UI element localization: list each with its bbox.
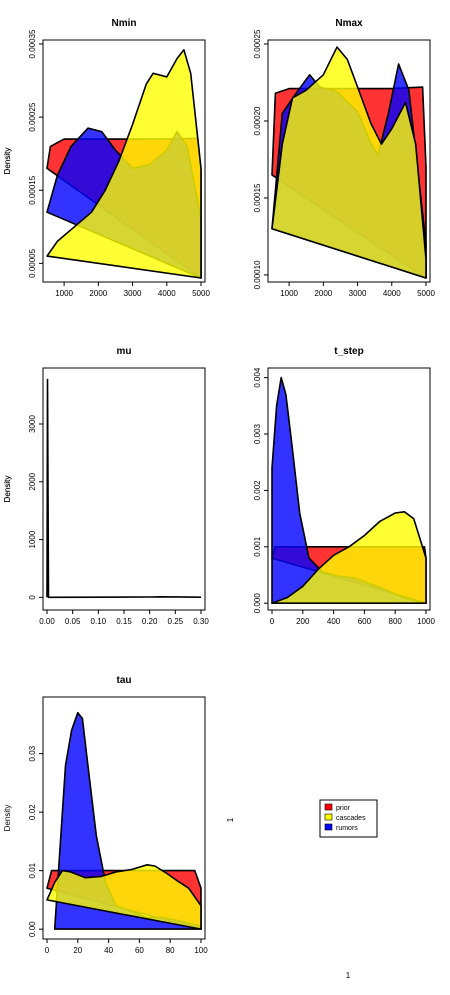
x-tick-label: 2000	[89, 289, 107, 298]
y-tick-label: 0.001	[253, 536, 262, 557]
y-tick-label: 0.00025	[253, 29, 262, 58]
x-tick-label: 600	[358, 617, 372, 626]
panel-tau: tau 0 20 40 60 80 100 0.00 0.01 0.02 0.03 Density	[3, 675, 208, 955]
x-tick-label: 4000	[383, 289, 401, 298]
y-tick-label: 0.002	[253, 480, 262, 501]
y-tick-label: 0	[28, 595, 37, 600]
x-tick-label: 0.30	[193, 617, 209, 626]
plot-title: tau	[117, 675, 132, 686]
plot-frame	[42, 696, 206, 940]
x-tick-label: 60	[135, 946, 144, 955]
x-tick-label: 0	[45, 946, 50, 955]
x-tick-label: 80	[166, 946, 175, 955]
plot-area	[46, 711, 202, 930]
x-tick-label: 0.25	[168, 617, 184, 626]
y-axis-label: Density	[3, 805, 12, 832]
x-tick-label: 1000	[417, 617, 435, 626]
y-tick-label: 0.00	[28, 921, 37, 937]
x-tick-label: 800	[389, 617, 403, 626]
density-cascades	[271, 46, 427, 279]
y-tick-label: 0.00025	[28, 102, 37, 131]
legend-label-cascades: cascades	[336, 815, 366, 822]
y-axis-label: Density	[3, 148, 12, 175]
y-tick-label: 0.004	[253, 367, 262, 388]
plot-frame	[267, 367, 431, 611]
x-tick-label: 200	[296, 617, 310, 626]
y-tick-label: 0.00020	[253, 106, 262, 135]
y-tick-label: 0.03	[28, 745, 37, 761]
plot-title: Nmin	[112, 18, 137, 29]
plot-frame	[42, 367, 206, 611]
panel-Nmin: Nmin 1000 2000 3000 4000 5000 0.00005 0.00015 0.…	[3, 18, 210, 298]
y-tick-label: 0.00005	[28, 248, 37, 277]
y-tick-label: 0.00035	[28, 29, 37, 58]
density-line-mu	[46, 378, 202, 599]
plot-area	[271, 376, 427, 605]
x-tick-label: 3000	[349, 289, 367, 298]
y-tick-label: 1000	[28, 530, 37, 548]
plot-title: Nmax	[335, 18, 363, 29]
x-tick-label: 0	[270, 617, 275, 626]
x-tick-label: 5000	[192, 289, 210, 298]
x-tick-label: 3000	[124, 289, 142, 298]
y-tick-label: 3000	[28, 415, 37, 433]
plot-frame	[42, 39, 206, 283]
x-tick-label: 0.10	[91, 617, 107, 626]
legend-label-rumors: rumors	[336, 825, 358, 832]
x-tick-label: 0.20	[142, 617, 158, 626]
density-cascades	[46, 863, 202, 930]
density-cascades	[271, 510, 427, 605]
y-tick-label: 0.000	[253, 593, 262, 614]
x-tick-label: 400	[327, 617, 341, 626]
x-tick-label: 0.00	[39, 617, 55, 626]
legend-y-axis-label: 1	[226, 817, 235, 822]
legend-swatch-cascades	[324, 813, 333, 821]
y-tick-label: 0.01	[28, 862, 37, 878]
panel-Nmax: Nmax 1000 2000 3000 4000 5000 0.00010 0.00015 0.…	[3, 18, 435, 298]
x-tick-label: 20	[73, 946, 82, 955]
x-tick-label: 1000	[280, 289, 298, 298]
plot-frame	[267, 39, 431, 283]
legend-label-prior: prior	[336, 805, 351, 812]
y-axis-label: Density	[3, 476, 12, 503]
x-tick-label: 4000	[158, 289, 176, 298]
legend-x-axis-label: 1	[346, 971, 351, 980]
y-tick-label: 0.00010	[253, 260, 262, 289]
x-tick-label: 40	[104, 946, 113, 955]
plot-title: mu	[117, 346, 132, 357]
x-tick-label: 2000	[314, 289, 332, 298]
legend-swatch-prior	[324, 803, 333, 811]
plot-area	[271, 46, 427, 279]
y-tick-label: 2000	[28, 472, 37, 490]
x-tick-label: 0.05	[65, 617, 81, 626]
plot-area	[46, 378, 202, 599]
legend-swatch-rumors	[324, 823, 333, 831]
x-tick-label: 1000	[55, 289, 73, 298]
plot-area	[46, 48, 202, 279]
x-tick-label: 100	[194, 946, 208, 955]
density-cascades	[46, 48, 202, 279]
x-tick-label: 0.15	[116, 617, 132, 626]
x-tick-label: 5000	[417, 289, 435, 298]
y-axis-label: Density	[3, 148, 12, 175]
y-axis-label: Density	[3, 476, 12, 503]
panel-mu: mu 0.00 0.05 0.10 0.15 0.20 0.25 0.30 0 1000 2000 3…	[3, 346, 209, 626]
y-tick-label: 0.00015	[28, 175, 37, 204]
legend-panel: prior cascades rumors 1 1	[226, 799, 378, 980]
y-tick-label: 0.00015	[253, 183, 262, 212]
y-tick-label: 0.02	[28, 804, 37, 820]
y-tick-label: 0.003	[253, 423, 262, 444]
plot-title: t_step	[334, 346, 363, 357]
